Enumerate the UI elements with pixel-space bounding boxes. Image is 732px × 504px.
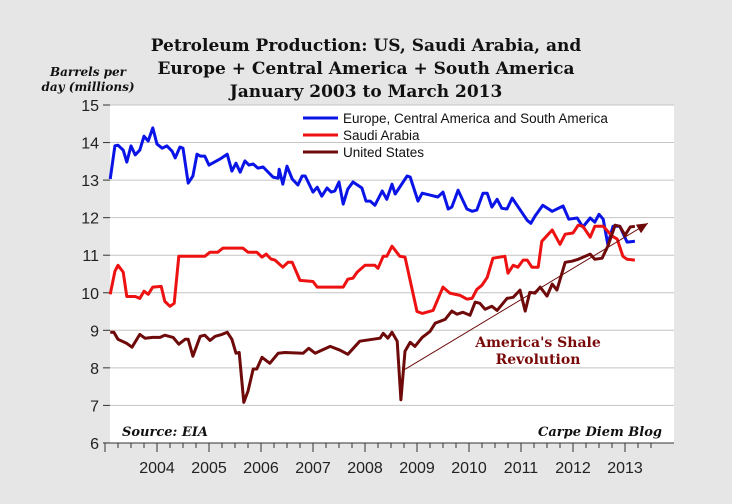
legend-label-1: Saudi Arabia bbox=[343, 128, 420, 143]
trend-label-line-1: America's Shale bbox=[474, 335, 601, 351]
x-tick-label-2010: 2010 bbox=[451, 460, 487, 477]
y-tick-label-11: 11 bbox=[82, 248, 99, 265]
series-lines bbox=[108, 126, 636, 404]
chart-title-line-2: Europe + Central America + South America bbox=[157, 59, 574, 79]
blog-credit: Carpe Diem Blog bbox=[538, 425, 662, 440]
y-tick-label-13: 13 bbox=[81, 173, 99, 190]
trend-arrow-line bbox=[404, 222, 649, 370]
plot-area bbox=[110, 105, 674, 443]
x-tick-label-2007: 2007 bbox=[295, 460, 331, 477]
trend-label-line-2: Revolution bbox=[496, 352, 581, 368]
x-tick-label-2009: 2009 bbox=[399, 460, 435, 477]
chart-title-line-1: Petroleum Production: US, Saudi Arabia, … bbox=[151, 36, 582, 56]
y-tick-label-8: 8 bbox=[90, 361, 99, 378]
y-tick-label-12: 12 bbox=[81, 211, 99, 228]
y-axis-label-line-1: Barrels per bbox=[49, 65, 128, 79]
y-tick-label-9: 9 bbox=[90, 323, 99, 340]
y-axis-label-line-2: day (millions) bbox=[41, 80, 134, 94]
gridlines bbox=[110, 104, 674, 406]
trend-arrow bbox=[404, 222, 649, 370]
axes: 6 7 8 9 10 11 12 13 14 15 2004 2005 2006 2007 2008 2009… bbox=[81, 98, 674, 477]
chart-title-line-3: January 2003 to March 2013 bbox=[228, 82, 503, 102]
series-line-2 bbox=[110, 223, 636, 404]
x-tick-label-2004: 2004 bbox=[139, 460, 175, 477]
source-note: Source: EIA bbox=[122, 425, 208, 440]
y-tick-label-10: 10 bbox=[81, 286, 99, 303]
x-tick-label-2005: 2005 bbox=[191, 460, 227, 477]
x-tick-label-2006: 2006 bbox=[243, 460, 279, 477]
legend: Europe, Central America and South Americ… bbox=[303, 111, 608, 160]
x-tick-label-2013: 2013 bbox=[607, 460, 643, 477]
legend-label-2: United States bbox=[343, 145, 424, 160]
series-line-0 bbox=[108, 126, 636, 246]
x-tick-label-2008: 2008 bbox=[347, 460, 383, 477]
x-tick-label-2012: 2012 bbox=[555, 460, 591, 477]
trend-arrow-head bbox=[635, 223, 648, 234]
y-tick-label-6: 6 bbox=[90, 436, 99, 453]
legend-label-0: Europe, Central America and South Americ… bbox=[343, 111, 608, 126]
y-tick-label-14: 14 bbox=[81, 136, 99, 153]
y-tick-label-15: 15 bbox=[81, 98, 99, 115]
y-tick-label-7: 7 bbox=[90, 398, 99, 415]
series-line-1 bbox=[108, 223, 636, 315]
x-tick-label-2011: 2011 bbox=[504, 460, 539, 477]
